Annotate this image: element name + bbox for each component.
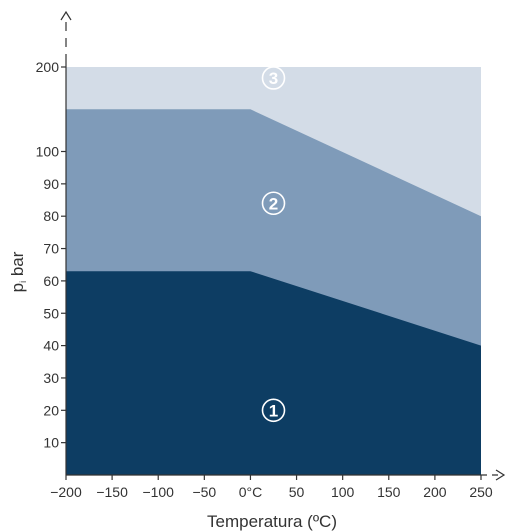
y-axis-arrow [60, 10, 72, 21]
zone-1-label: 1 [269, 401, 278, 420]
x-tick-label: −150 [96, 484, 128, 500]
zone-2-badge-circle [261, 191, 286, 216]
x-tick-label: 200 [423, 484, 447, 500]
y-tick-label: 50 [43, 305, 59, 321]
y-tick-label: 20 [43, 402, 59, 418]
x-tick-label: −50 [192, 484, 216, 500]
y-tick-label: 70 [43, 241, 59, 257]
x-tick-label: −200 [50, 484, 82, 500]
y-tick-label: 200 [36, 59, 60, 75]
x-axis-title: Temperatura (ºC) [207, 512, 337, 531]
y-axis-title: pi bar [8, 251, 28, 292]
x-axis-arrow [495, 469, 506, 481]
y-axis-title-main: p [8, 283, 27, 292]
labels-layer: 1 2 3 [261, 66, 286, 423]
y-tick-label: 80 [43, 208, 59, 224]
x-tick-label: 150 [377, 484, 401, 500]
y-axis-title-unit: bar [8, 251, 27, 281]
zone-3-label: 3 [269, 69, 278, 88]
y-tick-label: 10 [43, 435, 59, 451]
y-axis-title-sub: i [18, 281, 28, 283]
x-tick-label: 50 [289, 484, 305, 500]
x-tick-label: −100 [142, 484, 174, 500]
axes-layer: 10 20 30 40 50 60 70 80 90 100 200 −200 −150 −100 −50 0… [36, 10, 506, 500]
y-tick-label: 30 [43, 370, 59, 386]
zone-3-badge-circle [261, 66, 286, 90]
y-tick-label: 100 [36, 144, 60, 160]
zone-1-area [66, 271, 481, 475]
zone-2-label: 2 [269, 194, 278, 213]
y-tick-label: 40 [43, 338, 59, 354]
y-tick-label: 90 [43, 176, 59, 192]
x-tick-label: 0°C [239, 484, 263, 500]
x-tick-label: 100 [331, 484, 355, 500]
x-tick-label: 250 [469, 484, 493, 500]
zones-layer [66, 67, 481, 476]
zone-1-badge-circle [261, 398, 286, 423]
y-tick-label: 60 [43, 273, 59, 289]
